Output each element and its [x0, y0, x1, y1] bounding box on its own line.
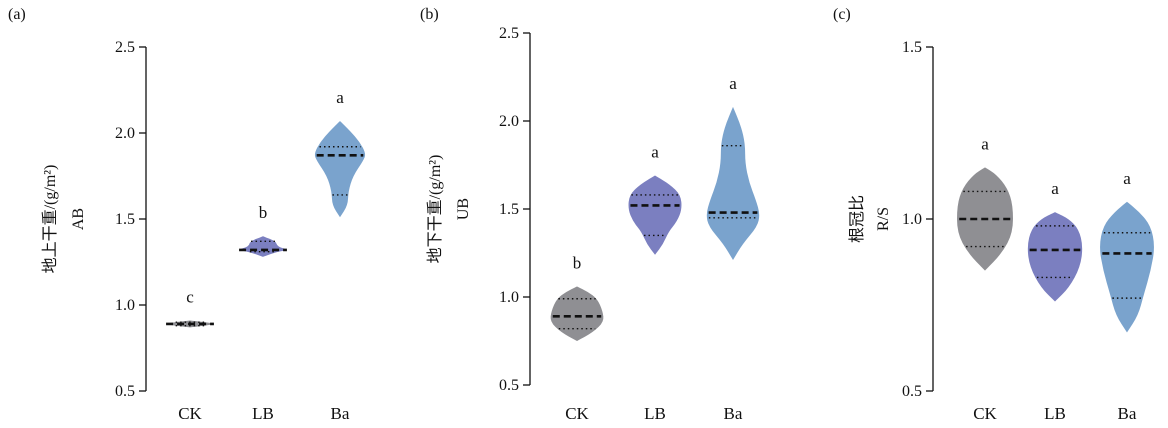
- significance-letter: c: [186, 287, 194, 306]
- x-tick-label: LB: [252, 404, 274, 423]
- y-tick-label: 2.5: [499, 25, 519, 42]
- y-tick-label: 1.5: [902, 39, 922, 56]
- significance-letter: b: [573, 253, 582, 272]
- y-tick-label: 0.5: [499, 377, 519, 394]
- violin-lb: [628, 175, 682, 255]
- panel-2: (b) 0.5 1.0 1.5 2.0 2.5 地下干重/(g/m²) UB b CK a LB a Ba: [420, 6, 760, 423]
- significance-letter: a: [729, 74, 737, 93]
- violin-ck: [550, 286, 604, 341]
- x-tick-label: LB: [1044, 404, 1066, 423]
- y-axis-unit-label: AB: [70, 208, 87, 230]
- violin-lb: [1027, 212, 1083, 302]
- panel-label: (c): [833, 6, 851, 23]
- significance-letter: a: [1051, 179, 1059, 198]
- x-tick-label: LB: [644, 404, 666, 423]
- significance-letter: a: [1123, 169, 1131, 188]
- x-tick-label: Ba: [331, 404, 350, 423]
- violin-ba: [1100, 201, 1154, 333]
- y-tick-label: 0.5: [115, 383, 135, 400]
- significance-letter: b: [259, 203, 268, 222]
- x-tick-label: Ba: [724, 404, 743, 423]
- y-axis-title: 根冠比: [848, 195, 866, 243]
- panel-label: (b): [420, 6, 439, 23]
- y-tick-label: 1.0: [115, 297, 135, 314]
- panel-1: (a) 0.5 1.0 1.5 2.0 2.5 地上干重/(g/m²) AB c CK b LB a Ba: [8, 6, 366, 423]
- y-axis-title: 地上干重/(g/m²): [41, 165, 59, 274]
- y-axis-unit-label: R/S: [875, 207, 892, 231]
- significance-letter: a: [981, 134, 989, 153]
- x-tick-label: CK: [565, 404, 589, 423]
- x-tick-label: Ba: [1118, 404, 1137, 423]
- y-tick-label: 1.0: [902, 211, 922, 228]
- y-tick-label: 2.0: [115, 125, 135, 142]
- y-tick-label: 2.5: [115, 39, 135, 56]
- y-tick-label: 1.0: [499, 289, 519, 306]
- panel-3: (c) 0.5 1.0 1.5 根冠比 R/S a CK a LB a Ba: [833, 6, 1154, 423]
- y-tick-label: 1.5: [499, 201, 519, 218]
- violin-ba: [706, 106, 760, 261]
- y-axis-title: 地下干重/(g/m²): [426, 155, 444, 264]
- y-tick-label: 2.0: [499, 113, 519, 130]
- x-tick-label: CK: [178, 404, 202, 423]
- significance-letter: a: [336, 88, 344, 107]
- panel-label: (a): [8, 6, 26, 23]
- x-tick-label: CK: [973, 404, 997, 423]
- y-tick-label: 1.5: [115, 211, 135, 228]
- y-axis-unit-label: UB: [455, 198, 472, 220]
- significance-letter: a: [651, 143, 659, 162]
- y-tick-label: 0.5: [902, 383, 922, 400]
- violin-lb: [239, 236, 287, 257]
- violin-ba: [314, 120, 366, 218]
